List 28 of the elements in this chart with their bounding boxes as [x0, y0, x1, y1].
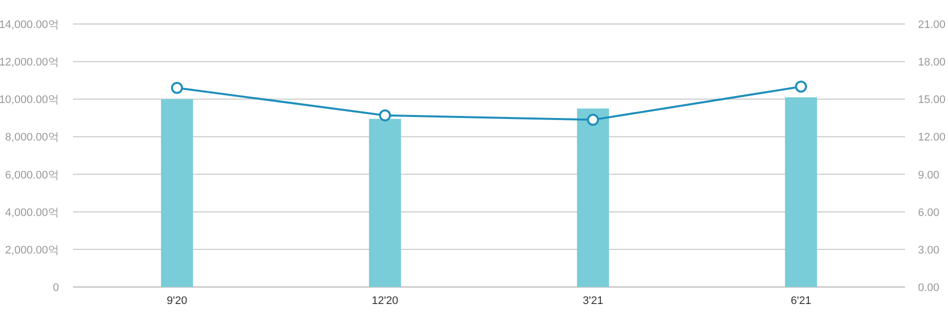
point	[171, 82, 183, 94]
y-tick-label: 10,000.00억	[0, 94, 59, 106]
x-tick-label: 6'21	[790, 295, 812, 307]
bar	[369, 118, 401, 287]
y-tick-label: 2,000.00억	[5, 244, 59, 256]
y-tick-label: 0	[52, 282, 59, 294]
y-tick-label: 8,000.00억	[5, 132, 59, 144]
y2-tick-label: 6.00	[918, 206, 940, 219]
point	[587, 114, 599, 126]
y-tick-label: 14,000.00억	[0, 19, 59, 31]
bar	[577, 108, 609, 287]
x-tick-label: 9'20	[166, 295, 188, 307]
y2-tick-label: 3.00	[918, 244, 940, 256]
y2-tick-label: 0.00	[918, 282, 940, 294]
x-tick-label: 12'20	[372, 295, 398, 307]
y-tick-label: 12,000.00억	[0, 56, 59, 69]
bar	[785, 97, 817, 287]
y2-tick-label: 12.00	[918, 132, 946, 144]
y-tick-label: 4,000.00억	[5, 206, 59, 219]
y-tick-label: 6,000.00억	[5, 169, 59, 182]
y2-tick-label: 9.00	[918, 169, 940, 182]
y2-tick-label: 21.00	[918, 19, 946, 31]
point	[379, 109, 391, 122]
y2-tick-label: 18.00	[918, 56, 946, 69]
bar	[161, 99, 193, 287]
point	[795, 80, 807, 93]
y2-tick-label: 15.00	[918, 94, 946, 106]
x-tick-label: 3'21	[582, 295, 604, 307]
